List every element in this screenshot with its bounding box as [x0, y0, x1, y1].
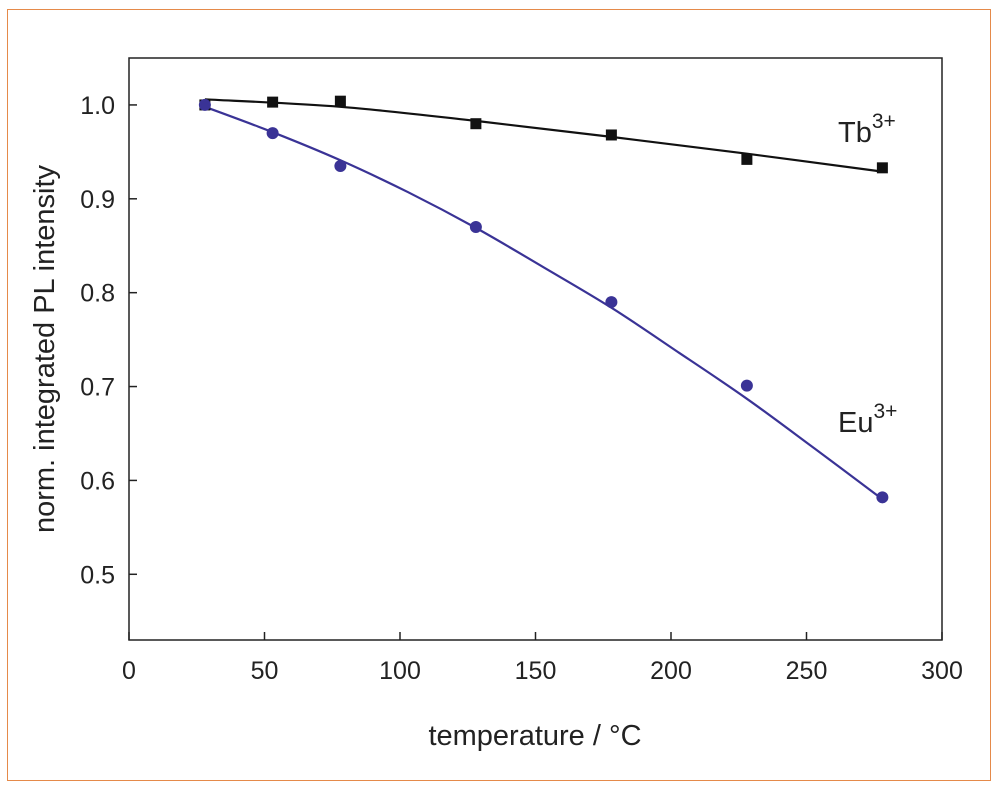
- y-tick-label: 0.7: [80, 374, 115, 402]
- series-labels: Tb3+ Eu3+: [838, 110, 897, 439]
- x-tick-label: 250: [786, 657, 828, 685]
- data-point-eu: [469, 220, 482, 233]
- data-point-eu: [740, 379, 753, 392]
- y-axis-title: norm. integrated PL intensity: [29, 164, 61, 533]
- data-point-tb: [334, 95, 346, 107]
- y-tick-label: 0.8: [80, 280, 115, 308]
- data-point-tb: [470, 118, 482, 130]
- data-point-eu: [198, 98, 211, 111]
- data-point-tb: [267, 96, 279, 108]
- y-tick-label: 0.5: [80, 561, 115, 589]
- data-point-tb: [876, 162, 888, 174]
- x-axis-ticks: 0 50 100 150 200 250 300: [122, 632, 963, 685]
- y-tick-label: 0.6: [80, 467, 115, 495]
- x-tick-label: 50: [251, 657, 279, 685]
- data-point-eu: [266, 127, 279, 140]
- y-axis-ticks: 0.5 0.6 0.7 0.8 0.9 1.0: [80, 92, 137, 589]
- fit-curves: [204, 98, 884, 501]
- data-point-tb: [605, 129, 617, 141]
- figure-frame: [7, 9, 991, 781]
- x-tick-label: 300: [921, 657, 963, 685]
- data-points: [198, 95, 889, 504]
- x-tick-label: 100: [379, 657, 421, 685]
- series-label-eu: Eu3+: [838, 400, 897, 439]
- x-tick-label: 0: [122, 657, 136, 685]
- y-tick-label: 0.9: [80, 186, 115, 214]
- x-axis-title: temperature / °C: [428, 720, 641, 752]
- plot-area: [128, 57, 943, 641]
- fit-curve-eu: [204, 105, 884, 501]
- data-point-eu: [605, 296, 618, 309]
- data-point-eu: [876, 491, 889, 504]
- data-point-eu: [334, 159, 347, 172]
- y-tick-label: 1.0: [80, 92, 115, 120]
- series-label-tb: Tb3+: [838, 110, 896, 149]
- x-tick-label: 200: [650, 657, 692, 685]
- data-point-tb: [741, 153, 753, 165]
- x-tick-label: 150: [515, 657, 557, 685]
- fit-curve-tb: [204, 98, 883, 173]
